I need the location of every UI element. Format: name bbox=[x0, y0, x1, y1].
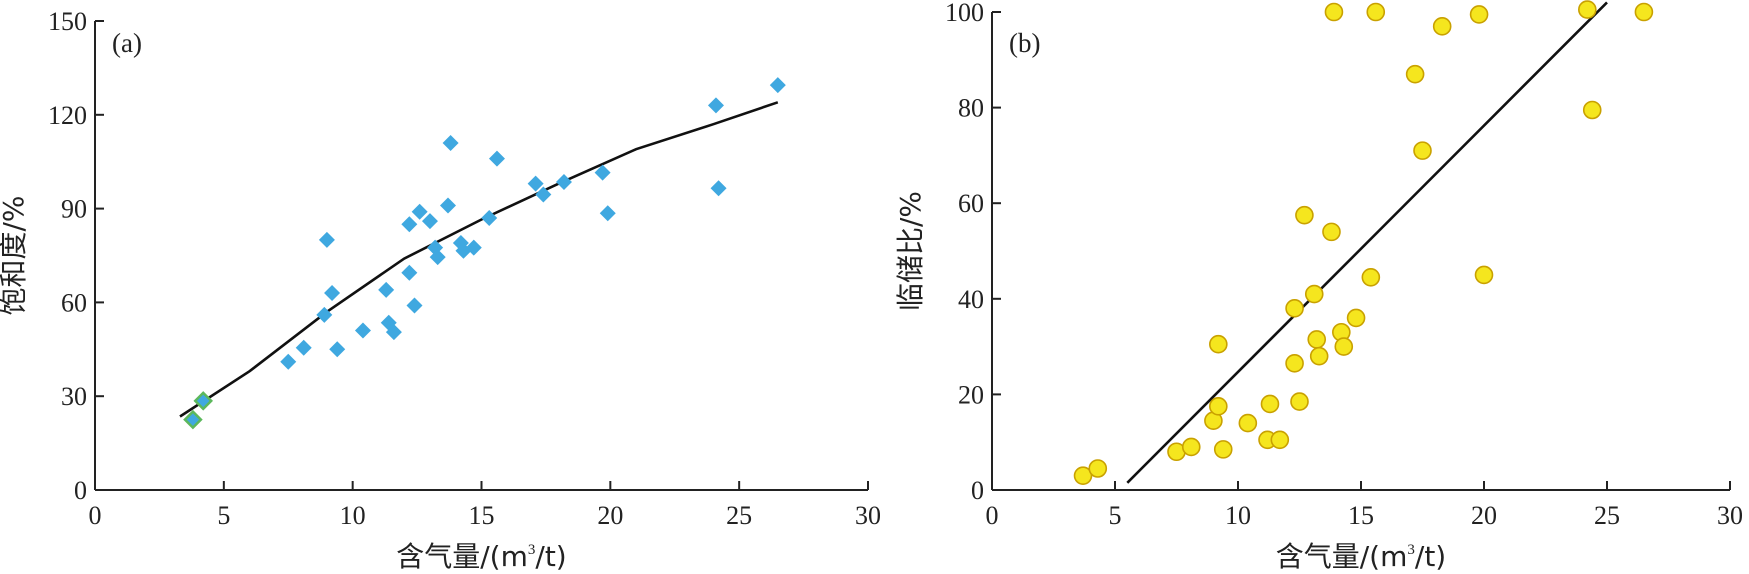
data-point bbox=[1260, 394, 1280, 414]
y-tick-label: 30 bbox=[61, 382, 87, 411]
data-point bbox=[354, 322, 371, 339]
data-point bbox=[411, 203, 428, 220]
x-tick-label: 0 bbox=[89, 501, 102, 530]
data-point bbox=[1295, 205, 1314, 225]
data-point bbox=[318, 231, 335, 248]
data-point bbox=[1309, 346, 1329, 366]
data-point bbox=[599, 205, 616, 222]
data-point bbox=[1238, 413, 1258, 433]
data-point bbox=[183, 409, 203, 430]
y-tick-label: 20 bbox=[958, 380, 984, 409]
y-tick-label: 0 bbox=[971, 476, 984, 505]
y-tick-label: 80 bbox=[958, 94, 984, 123]
x-tick-label: 20 bbox=[1471, 501, 1497, 530]
panel-label: (a) bbox=[112, 28, 142, 58]
x-tick-label: 0 bbox=[986, 501, 999, 530]
y-axis-label: 临储比/% bbox=[894, 191, 927, 311]
data-point bbox=[465, 239, 482, 256]
data-point bbox=[555, 174, 572, 191]
data-point bbox=[710, 180, 727, 197]
data-point bbox=[1213, 440, 1233, 459]
x-axis-label: 含气量/(m3/t) bbox=[396, 540, 566, 573]
data-point bbox=[527, 175, 544, 192]
data-point bbox=[1361, 267, 1381, 287]
data-point bbox=[1582, 100, 1602, 120]
panel-b: 0 5 10 15 20 25 30 0 20 40 60 80 100 (b) 含气量/(m3/t) 临储比… bbox=[894, 0, 1743, 573]
data-point bbox=[1285, 299, 1304, 318]
data-point bbox=[1307, 330, 1327, 349]
y-tick-label: 60 bbox=[61, 288, 87, 317]
x-tick-label: 30 bbox=[855, 501, 881, 530]
data-point bbox=[481, 209, 498, 226]
data-point bbox=[769, 77, 786, 94]
y-tick-label: 40 bbox=[958, 285, 984, 314]
data-point bbox=[1304, 284, 1324, 304]
y-tick-label: 120 bbox=[48, 101, 87, 130]
data-point bbox=[1073, 466, 1093, 485]
data-point bbox=[329, 341, 346, 358]
fit-line bbox=[1126, 1, 1608, 484]
data-point bbox=[1405, 64, 1425, 84]
x-tick-label: 20 bbox=[597, 501, 623, 530]
data-point bbox=[1413, 141, 1432, 160]
y-tick-label: 90 bbox=[61, 195, 87, 224]
data-point bbox=[707, 97, 724, 114]
y-tick-label: 0 bbox=[74, 476, 87, 505]
data-point bbox=[280, 353, 297, 370]
x-tick-label: 25 bbox=[726, 501, 752, 530]
y-tick-label: 60 bbox=[958, 189, 984, 218]
data-point bbox=[535, 186, 552, 203]
fit-line bbox=[179, 101, 779, 418]
panel-label: (b) bbox=[1009, 28, 1040, 58]
data-point bbox=[594, 164, 611, 181]
data-point bbox=[324, 285, 341, 302]
data-point bbox=[429, 249, 446, 266]
data-point bbox=[1366, 2, 1386, 22]
data-point bbox=[378, 281, 395, 298]
data-point bbox=[1290, 392, 1309, 411]
x-tick-label: 25 bbox=[1594, 501, 1620, 530]
data-point bbox=[1270, 430, 1290, 450]
x-tick-label: 10 bbox=[340, 501, 366, 530]
data-point bbox=[1334, 337, 1354, 356]
data-point bbox=[385, 324, 402, 341]
data-point bbox=[295, 339, 312, 356]
data-point bbox=[193, 391, 213, 411]
data-point bbox=[401, 216, 418, 233]
x-tick-label: 15 bbox=[469, 501, 495, 530]
data-point bbox=[1432, 17, 1452, 36]
data-point bbox=[1181, 437, 1201, 457]
data-point bbox=[1634, 2, 1654, 22]
y-axis-label: 饱和度/% bbox=[0, 195, 30, 315]
y-tick-label: 150 bbox=[48, 7, 87, 36]
data-point bbox=[1285, 354, 1304, 373]
x-tick-label: 10 bbox=[1225, 501, 1251, 530]
x-tick-label: 15 bbox=[1348, 501, 1374, 530]
data-point bbox=[316, 306, 333, 323]
data-point bbox=[488, 150, 505, 167]
data-point bbox=[442, 134, 459, 151]
data-point bbox=[440, 197, 457, 214]
y-tick-label: 100 bbox=[945, 0, 984, 27]
x-tick-label: 30 bbox=[1717, 501, 1743, 530]
data-point bbox=[1088, 459, 1108, 478]
data-point bbox=[1322, 222, 1341, 242]
data-point bbox=[1209, 334, 1228, 354]
data-point bbox=[401, 264, 418, 281]
data-point bbox=[1469, 5, 1489, 24]
data-point bbox=[406, 297, 423, 314]
x-tick-label: 5 bbox=[217, 501, 230, 530]
data-point bbox=[421, 213, 438, 230]
data-point bbox=[1578, 0, 1597, 19]
data-point bbox=[1346, 308, 1366, 328]
data-point bbox=[1324, 2, 1344, 22]
data-point bbox=[1209, 397, 1228, 416]
data-point bbox=[1474, 265, 1494, 285]
x-axis-label: 含气量/(m3/t) bbox=[1276, 540, 1446, 573]
panel-a: 0 5 10 15 20 25 30 0 30 60 90 120 150 (a) 含气量/(m3/t) 饱和… bbox=[0, 7, 881, 573]
x-tick-label: 5 bbox=[1109, 501, 1122, 530]
